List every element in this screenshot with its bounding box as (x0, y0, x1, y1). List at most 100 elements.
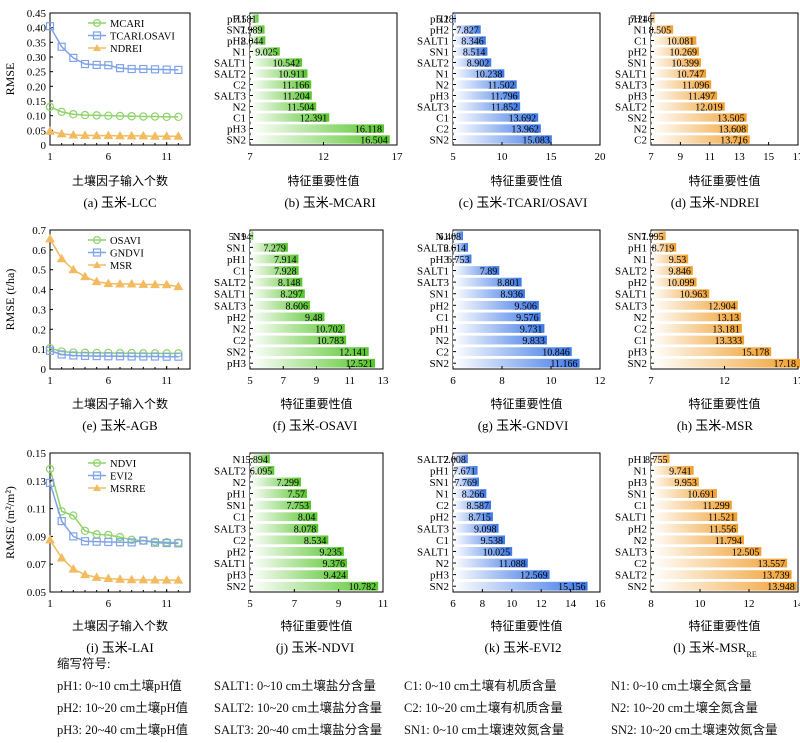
category-label: C1 (436, 535, 449, 547)
x-tick-label: 11 (161, 598, 172, 610)
x-axis-label: 特征重要性值 (287, 173, 359, 188)
x-tick-label: 6 (106, 598, 112, 610)
bar-value-label: 8.04 (298, 513, 316, 524)
data-point (45, 102, 55, 112)
bar-value-label: 11.166 (282, 81, 309, 92)
bar-value-label: 11.794 (715, 536, 742, 547)
bar (250, 113, 330, 122)
bar-value-label: 9.731 (520, 324, 543, 335)
bar (250, 358, 376, 368)
bar (453, 535, 506, 545)
data-point (69, 53, 78, 62)
bar (250, 312, 325, 322)
bar (651, 135, 750, 144)
bar (453, 570, 550, 580)
category-label: pH3 (227, 358, 246, 370)
data-point (173, 131, 184, 140)
category-label: SN1 (226, 500, 246, 512)
bar-value-label: 10.747 (677, 70, 705, 81)
bar (453, 231, 463, 241)
bar-value-label: 8.755 (645, 455, 668, 466)
bar-value-label: 12.391 (300, 114, 328, 125)
x-tick-label: 1 (47, 151, 53, 163)
bar (651, 581, 797, 591)
data-point (150, 538, 160, 547)
bar (651, 324, 742, 333)
note-item: C1: 0~10 cm土壤有机质含量 (404, 679, 557, 693)
category-label: N1 (233, 454, 246, 466)
bar (651, 500, 732, 510)
line-chart-i: 0.05 0.07 0.09 0.11 0.13 0.15 1 6 11 NDVI EVI2MSRR… (3, 448, 191, 655)
y-tick-label: 0.2 (32, 324, 46, 336)
bar (250, 347, 369, 357)
bar (651, 47, 700, 56)
data-point (139, 64, 148, 74)
category-label: N1 (436, 231, 449, 243)
bar-value-label: 9.576 (516, 313, 539, 324)
bar-value-label: 11.204 (283, 92, 310, 103)
panel-caption: (a) 玉米-LCC (83, 195, 156, 210)
bar (453, 254, 472, 264)
category-label: N1 (233, 231, 246, 243)
category-label: SALT3 (417, 277, 449, 289)
bar (453, 300, 539, 310)
category-label: C2 (233, 535, 246, 547)
y-tick-label: 0.35 (27, 37, 47, 49)
category-label: SALT1 (615, 289, 647, 301)
bar (250, 47, 280, 56)
panel-caption: (h) 玉米-MSR (677, 418, 754, 433)
data-point (174, 112, 183, 122)
bar-value-label: 5.28 (436, 15, 454, 26)
bar (651, 512, 738, 522)
x-tick-label: 20 (595, 151, 607, 163)
bar (453, 312, 541, 322)
data-point (115, 538, 125, 547)
bar-value-label: 13.716 (720, 136, 748, 147)
bar-value-label: 13.557 (758, 559, 786, 570)
note-item: SALT3: 20~40 cm土壤盐分含量 (214, 723, 383, 737)
category-label: C2 (634, 323, 647, 335)
bar (250, 454, 270, 464)
category-label: SN1 (429, 289, 449, 301)
bar (453, 47, 488, 56)
bar-value-label: 8.078 (294, 524, 317, 535)
plot-frame (452, 229, 601, 370)
category-label: SALT3 (417, 102, 449, 114)
bar-value-label: 7.995 (641, 232, 664, 243)
category-label: pH1 (227, 14, 246, 26)
legend-marker (92, 471, 102, 480)
bar-value-label: 16.504 (360, 136, 388, 147)
category-label: SALT3 (214, 91, 246, 103)
y-tick-label: 0.5 (32, 265, 46, 277)
bar-value-label: 11.502 (488, 81, 515, 92)
x-tick-label: 6 (450, 598, 456, 610)
bar (250, 324, 345, 333)
legend-marker (92, 236, 101, 245)
category-label: SN2 (226, 347, 246, 359)
data-point (162, 112, 171, 122)
category-label: C1 (634, 36, 647, 48)
bar (250, 80, 312, 89)
x-tick-label: 13 (734, 151, 746, 163)
y-tick-label: 0.09 (27, 531, 47, 543)
legend-marker (92, 248, 102, 257)
data-point (127, 64, 136, 74)
y-tick-label: 0.30 (27, 52, 47, 64)
bar (250, 500, 312, 510)
bar (250, 135, 390, 144)
plot-frame (452, 452, 601, 593)
bar-value-label: 10.081 (667, 37, 695, 48)
y-tick-label: 0.4 (32, 285, 46, 297)
bar-value-label: 10.911 (278, 70, 305, 81)
y-tick-label: 0.15 (27, 96, 47, 108)
x-tick-label: 8 (648, 598, 654, 610)
data-point (57, 517, 66, 526)
category-label: SALT3 (615, 80, 647, 92)
bar (250, 523, 319, 533)
bar-value-label: 13.948 (767, 582, 795, 593)
category-label: N1 (634, 25, 647, 37)
bar (453, 558, 528, 568)
x-tick-label: 11 (378, 598, 389, 610)
bar (651, 570, 792, 580)
